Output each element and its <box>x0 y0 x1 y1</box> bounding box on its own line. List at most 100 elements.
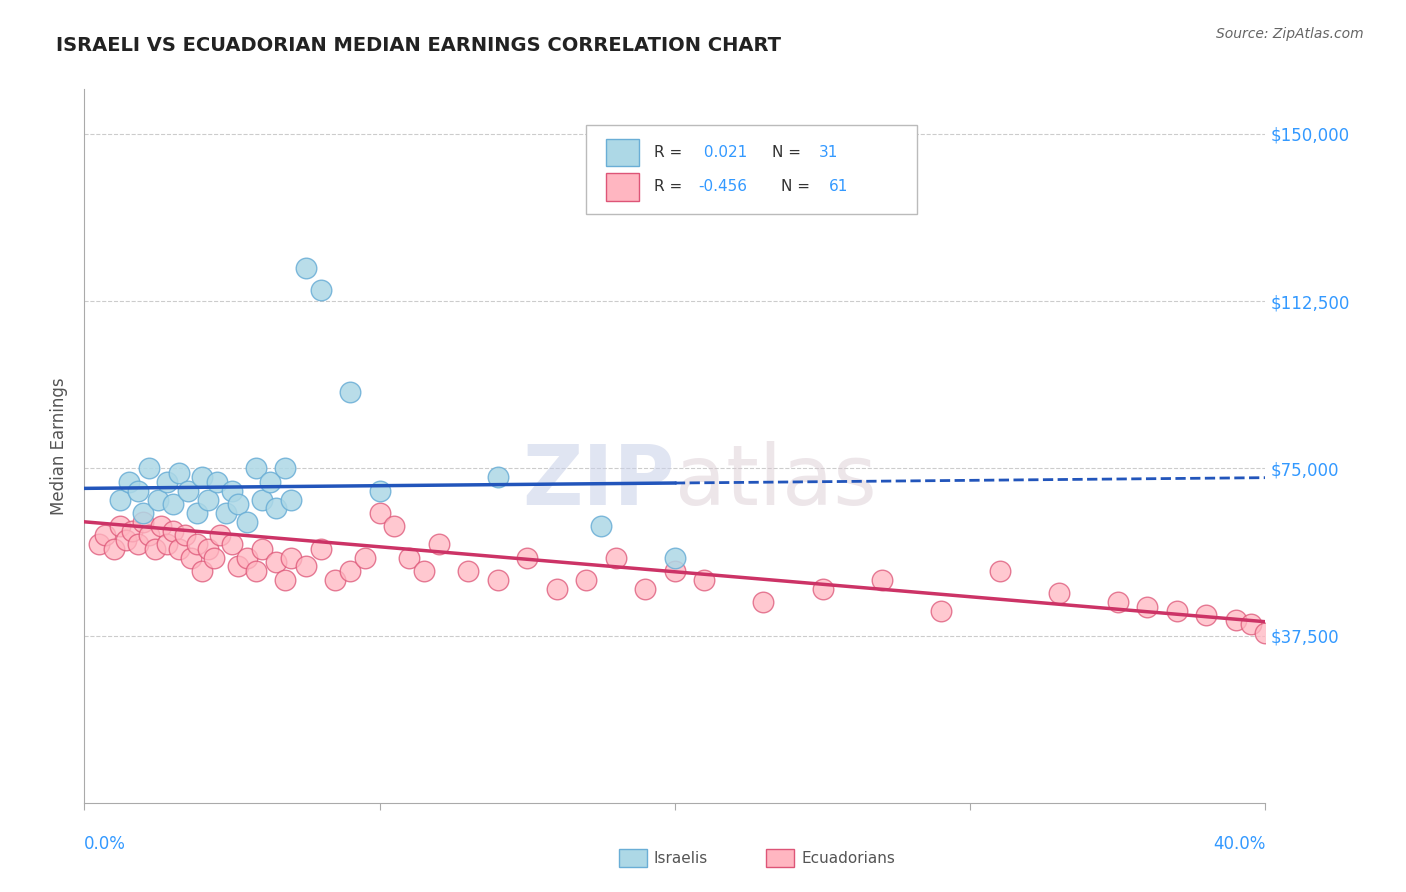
Point <box>226 497 249 511</box>
Point <box>1254 626 1277 640</box>
Point <box>516 550 538 565</box>
Point <box>486 470 509 484</box>
Point <box>309 541 332 556</box>
Text: R =: R = <box>654 145 686 161</box>
Point <box>280 492 302 507</box>
Point <box>138 528 160 542</box>
Point <box>87 537 111 551</box>
Point <box>339 564 361 578</box>
Point <box>118 475 141 489</box>
Point <box>177 483 200 498</box>
Point <box>167 541 190 556</box>
Point <box>309 283 332 297</box>
Point <box>132 506 155 520</box>
Point <box>236 515 259 529</box>
Text: -0.456: -0.456 <box>699 179 748 194</box>
Text: N =: N = <box>782 179 815 194</box>
Point <box>148 492 170 507</box>
Text: 40.0%: 40.0% <box>1213 835 1265 853</box>
Point <box>988 564 1011 578</box>
Point <box>398 550 420 565</box>
Point <box>1240 617 1263 632</box>
Point <box>197 541 219 556</box>
Text: R =: R = <box>654 179 686 194</box>
Point <box>274 461 297 475</box>
Point <box>811 582 834 596</box>
Point <box>180 550 202 565</box>
Point <box>413 564 436 578</box>
Point <box>121 524 143 538</box>
Point <box>132 515 155 529</box>
Point <box>156 475 179 489</box>
Point <box>127 483 149 498</box>
Point <box>295 559 318 574</box>
Point <box>250 541 273 556</box>
Point <box>245 564 267 578</box>
Point <box>546 582 568 596</box>
Point <box>1047 586 1070 600</box>
Text: 0.0%: 0.0% <box>84 835 127 853</box>
Point <box>664 550 686 565</box>
Point <box>280 550 302 565</box>
Point <box>929 604 952 618</box>
Bar <box>606 139 640 166</box>
Point <box>167 466 190 480</box>
Point <box>207 475 229 489</box>
Point <box>427 537 450 551</box>
Point <box>1107 595 1129 609</box>
Point <box>150 519 173 533</box>
Point <box>186 537 208 551</box>
Point <box>221 537 243 551</box>
Point <box>1136 599 1159 614</box>
Point <box>162 524 184 538</box>
Point <box>197 492 219 507</box>
Text: 61: 61 <box>828 179 848 194</box>
Text: Ecuadorians: Ecuadorians <box>801 851 896 865</box>
Text: ISRAELI VS ECUADORIAN MEDIAN EARNINGS CORRELATION CHART: ISRAELI VS ECUADORIAN MEDIAN EARNINGS CO… <box>56 36 782 54</box>
Point <box>368 506 391 520</box>
Point <box>605 550 627 565</box>
Point <box>295 260 318 275</box>
Point <box>143 541 166 556</box>
Text: Israelis: Israelis <box>654 851 709 865</box>
Text: Source: ZipAtlas.com: Source: ZipAtlas.com <box>1216 27 1364 41</box>
Point <box>127 537 149 551</box>
FancyBboxPatch shape <box>586 125 917 214</box>
Point <box>162 497 184 511</box>
Point <box>245 461 267 475</box>
Point <box>114 533 136 547</box>
Point <box>368 483 391 498</box>
Text: ZIP: ZIP <box>523 442 675 522</box>
Point <box>1225 613 1247 627</box>
Point <box>634 582 657 596</box>
Point <box>693 573 716 587</box>
Point <box>266 501 288 516</box>
Point <box>215 506 238 520</box>
Point <box>354 550 377 565</box>
Point <box>339 385 361 400</box>
Point <box>591 519 613 533</box>
Text: atlas: atlas <box>675 442 876 522</box>
Point <box>274 573 297 587</box>
Point <box>138 461 160 475</box>
Point <box>221 483 243 498</box>
Point <box>103 541 125 556</box>
Point <box>382 519 406 533</box>
Bar <box>606 173 640 201</box>
Point <box>752 595 775 609</box>
Point <box>266 555 288 569</box>
Text: 31: 31 <box>818 145 838 161</box>
Point <box>156 537 179 551</box>
Point <box>664 564 686 578</box>
Text: 0.021: 0.021 <box>699 145 747 161</box>
Point <box>236 550 259 565</box>
Text: N =: N = <box>772 145 806 161</box>
Point <box>186 506 208 520</box>
Point <box>1166 604 1188 618</box>
Point <box>1195 608 1218 623</box>
Point <box>108 492 131 507</box>
Point <box>486 573 509 587</box>
Point <box>202 550 225 565</box>
Point <box>108 519 131 533</box>
Point <box>457 564 479 578</box>
